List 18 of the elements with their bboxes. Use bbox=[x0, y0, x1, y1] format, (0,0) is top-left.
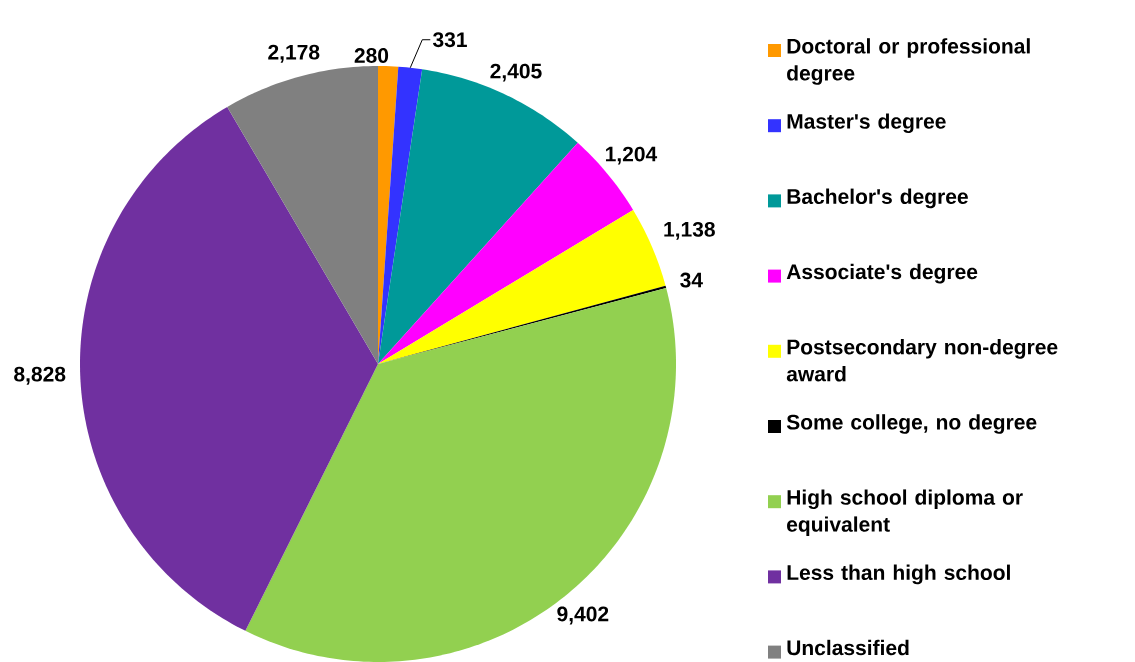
data-label: 9,402 bbox=[557, 606, 609, 625]
data-label: 34 bbox=[680, 272, 703, 288]
data-label: 8,828 bbox=[14, 366, 66, 385]
legend-label: Postsecondary non-degree award bbox=[786, 338, 1058, 382]
data-label: 331 bbox=[432, 32, 467, 48]
legend-label: Doctoral or professional degree bbox=[787, 38, 1030, 85]
data-label: 1,138 bbox=[664, 221, 715, 240]
legend-label: Associate's degree bbox=[786, 263, 978, 284]
data-label: 280 bbox=[354, 48, 389, 63]
data-label: 1,204 bbox=[605, 146, 658, 165]
legend-label: Some college, no degree bbox=[786, 414, 1037, 434]
legend-label: Bachelor's degree bbox=[787, 188, 968, 209]
data-label: 2,405 bbox=[490, 63, 542, 82]
data-label: 2,178 bbox=[268, 44, 320, 63]
legend-label: High school diploma or equivalent bbox=[787, 489, 1023, 536]
legend-label: Less than high school bbox=[787, 564, 1010, 585]
legend-label: Unclassified bbox=[787, 639, 909, 656]
legend-label: Master's degree bbox=[787, 113, 946, 134]
